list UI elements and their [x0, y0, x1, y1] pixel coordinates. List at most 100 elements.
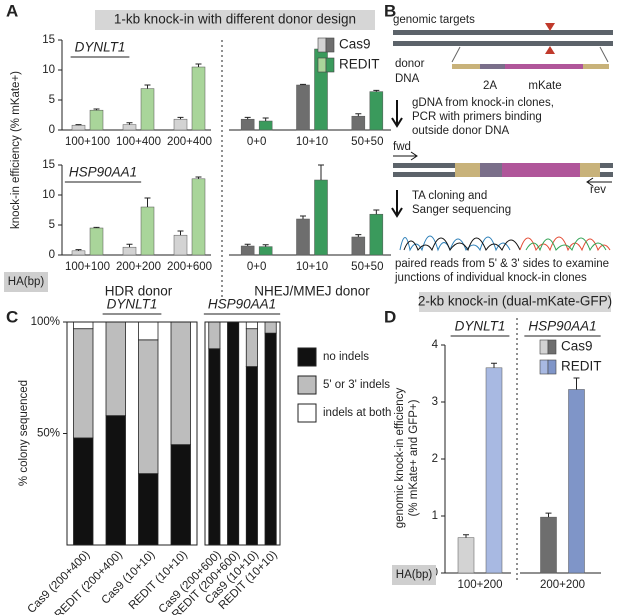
error-bar	[126, 122, 133, 125]
stacked-segment	[73, 321, 94, 330]
gene-label: DYNLT1	[75, 40, 126, 55]
group-label: HDR donor	[105, 284, 173, 299]
dna	[393, 41, 613, 46]
legend-swatch	[317, 37, 327, 53]
error-bar	[262, 244, 269, 247]
error-bar	[93, 108, 100, 111]
error-bar	[373, 209, 380, 215]
stacked-segment	[138, 339, 159, 475]
error-bar	[463, 534, 469, 538]
error-bar	[300, 83, 306, 85]
y-tick-label: 5	[49, 94, 55, 106]
y-axis-label: genomic knock-in efficiency	[394, 388, 406, 529]
error-bar	[355, 113, 362, 117]
x-tick-label: 0+0	[247, 136, 267, 148]
stacked-segment	[245, 321, 258, 330]
panel-label: B	[384, 1, 396, 20]
dna	[580, 163, 600, 177]
stacked-segment	[138, 321, 159, 341]
bar	[369, 213, 384, 256]
legend-label: Cas9	[561, 339, 593, 354]
primer-label: fwd	[393, 141, 411, 153]
error-bar	[75, 124, 82, 126]
error-bar	[262, 117, 269, 121]
bar	[485, 367, 503, 574]
diagram-label: mKate	[528, 80, 561, 92]
x-title-box	[4, 272, 48, 292]
error-bar	[573, 377, 580, 390]
diagram-label: donor	[395, 58, 425, 70]
x-axis-title: HA(bp)	[8, 276, 45, 288]
diagram-label: TA cloning and	[412, 190, 487, 202]
x-tick-label: 10+10	[296, 136, 328, 148]
error-bar	[244, 243, 251, 246]
dna	[455, 163, 480, 177]
error-bar	[126, 243, 133, 248]
primer-label: rev	[590, 184, 606, 196]
x-tick-label: 100+100	[65, 136, 110, 148]
legend-swatch	[547, 359, 557, 375]
bar	[296, 218, 310, 256]
y-tick-label: 0	[49, 124, 55, 136]
diagram-label: Sanger sequencing	[412, 204, 511, 216]
error-bar	[93, 226, 100, 228]
error-bar	[144, 197, 151, 207]
panel-label: C	[6, 307, 18, 326]
y-tick-label: 4	[432, 339, 439, 351]
bar	[173, 118, 188, 131]
y-tick-label: 50%	[37, 428, 60, 440]
bar	[89, 109, 104, 131]
stacked-segment	[245, 366, 258, 546]
dna	[480, 163, 502, 177]
y-axis-label: knock-in efficiency (% mKate+)	[10, 71, 22, 229]
x-tick-label: 50+50	[351, 261, 383, 273]
panel-label: A	[6, 1, 18, 20]
primer	[393, 151, 418, 161]
x-tick-label: 0+0	[247, 261, 267, 273]
dna	[393, 30, 613, 35]
bar	[457, 537, 475, 574]
stacked-segment	[264, 321, 277, 334]
bar	[89, 227, 104, 256]
legend-label: REDIT	[339, 57, 380, 72]
gene-label: HSP90AA1	[208, 297, 276, 312]
dna	[480, 64, 505, 69]
legend-swatch	[539, 359, 549, 375]
y-tick-label: 2	[432, 453, 438, 465]
y-tick-label: 15	[42, 34, 55, 46]
legend-swatch	[539, 339, 549, 355]
bar	[351, 115, 366, 131]
y-axis-label: % colony sequenced	[18, 380, 30, 486]
gene-label: DYNLT1	[455, 319, 506, 334]
legend-label: no indels	[323, 351, 369, 363]
gene-label: HSP90AA1	[69, 165, 137, 180]
x-tick-label: 10+10	[296, 261, 328, 273]
legend-swatch	[325, 37, 335, 53]
diagram-label: gDNA from knock-in clones,	[412, 97, 554, 109]
stacked-segment	[264, 332, 277, 546]
bar	[369, 91, 384, 131]
legend-swatch	[297, 403, 317, 423]
y-tick-label: 3	[432, 396, 438, 408]
legend-swatch	[547, 339, 557, 355]
x-tick-label: 200+400	[167, 136, 212, 148]
x-tick-label: 200+200	[116, 261, 161, 273]
error-bar	[177, 116, 184, 120]
dna	[452, 64, 480, 69]
stacked-segment	[73, 328, 94, 439]
error-bar	[318, 164, 324, 180]
x-tick-label: 200+200	[540, 579, 585, 591]
bar	[296, 84, 310, 131]
stacked-segment	[73, 437, 94, 546]
arrow	[391, 100, 403, 128]
legend-swatch	[297, 375, 317, 395]
y-axis-label: (% mKate+ and GFP+)	[408, 399, 420, 516]
connector	[451, 46, 609, 63]
x-tick-label: 50+50	[351, 136, 383, 148]
bar	[191, 66, 206, 131]
chart-title: 1-kb knock-in with different donor desig…	[114, 12, 356, 27]
error-bar	[177, 230, 184, 236]
stacked-segment	[227, 321, 240, 546]
bar	[540, 516, 557, 574]
dna	[502, 163, 580, 177]
